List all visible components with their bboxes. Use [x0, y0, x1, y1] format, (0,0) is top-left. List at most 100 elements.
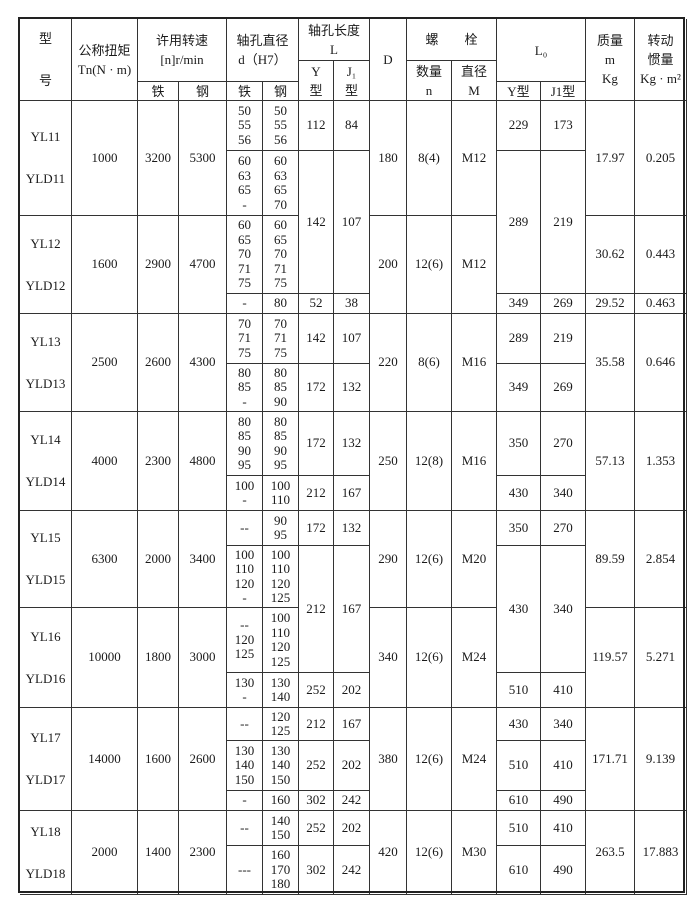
speed-steel: 4800: [179, 412, 227, 511]
length-y: 252: [299, 741, 334, 791]
speed-iron: 3200: [138, 101, 179, 216]
bolt-diameter: M24: [452, 608, 497, 708]
bolt-diameter: M20: [452, 511, 497, 608]
mass: 57.13: [586, 412, 635, 511]
bolt-count: 12(6): [407, 511, 452, 608]
length-j1: 107: [334, 151, 370, 294]
length-j1: 132: [334, 412, 370, 476]
speed-iron: 1400: [138, 811, 179, 895]
bolt-count: 12(6): [407, 811, 452, 895]
d-value: 220: [370, 314, 407, 412]
length-y: 252: [299, 811, 334, 846]
header-torque: 公称扭矩 Tn(N · m): [72, 19, 138, 101]
bore-iron: 80 85 90 95: [227, 412, 263, 476]
length-y: 302: [299, 846, 334, 895]
length-j1: 167: [334, 708, 370, 741]
bolt-count: 8(6): [407, 314, 452, 412]
bore-steel: 100 110 120 125: [263, 546, 299, 608]
header-l0-j1: J1型: [541, 82, 586, 101]
bolt-count: 12(6): [407, 708, 452, 811]
bore-iron: -: [227, 294, 263, 314]
l0-y: 430: [497, 476, 541, 511]
d-value: 200: [370, 216, 407, 314]
bore-iron: --: [227, 511, 263, 546]
inertia: 2.854: [635, 511, 687, 608]
mass: 35.58: [586, 314, 635, 412]
header-bolt-n: 数量 n: [407, 61, 452, 101]
l0-y: 430: [497, 546, 541, 673]
coupling-spec-table: 型 号公称扭矩 Tn(N · m) 许用转速 [n]r/min 铁钢轴孔直径 d（H…: [18, 17, 687, 895]
l0-j1: 340: [541, 546, 586, 673]
bore-iron: 100 -: [227, 476, 263, 511]
d-value: 420: [370, 811, 407, 895]
l0-j1: 269: [541, 364, 586, 412]
length-j1: 84: [334, 101, 370, 151]
length-y: 52: [299, 294, 334, 314]
bore-steel: 100 110: [263, 476, 299, 511]
nominal-torque: 2500: [72, 314, 138, 412]
model-name: YL15 YLD15: [20, 511, 72, 608]
bore-iron: 60 63 65 -: [227, 151, 263, 216]
model-name: YL18 YLD18: [20, 811, 72, 895]
bolt-count: 12(6): [407, 216, 452, 314]
bore-iron: --: [227, 708, 263, 741]
speed-steel: 3000: [179, 608, 227, 708]
length-j1: 38: [334, 294, 370, 314]
speed-steel: 2300: [179, 811, 227, 895]
l0-y: 510: [497, 811, 541, 846]
inertia: 9.139: [635, 708, 687, 811]
l0-j1: 410: [541, 673, 586, 708]
length-y: 302: [299, 791, 334, 811]
length-y: 142: [299, 151, 334, 294]
l0-y: 510: [497, 741, 541, 791]
speed-iron: 2000: [138, 511, 179, 608]
length-j1: 132: [334, 511, 370, 546]
speed-steel: 3400: [179, 511, 227, 608]
length-y: 172: [299, 511, 334, 546]
bolt-count: 12(6): [407, 608, 452, 708]
length-j1: 242: [334, 791, 370, 811]
model-name: YL13 YLD13: [20, 314, 72, 412]
inertia: 1.353: [635, 412, 687, 511]
nominal-torque: 4000: [72, 412, 138, 511]
length-j1: 107: [334, 314, 370, 364]
mass: 29.52: [586, 294, 635, 314]
bore-steel: 80 85 90 95: [263, 412, 299, 476]
length-j1: 202: [334, 811, 370, 846]
speed-steel: 4700: [179, 216, 227, 314]
mass: 263.5: [586, 811, 635, 895]
length-j1: 202: [334, 741, 370, 791]
d-value: 340: [370, 608, 407, 708]
l0-y: 349: [497, 364, 541, 412]
l0-j1: 340: [541, 708, 586, 741]
bolt-diameter: M12: [452, 101, 497, 216]
speed-iron: 1800: [138, 608, 179, 708]
bolt-diameter: M16: [452, 412, 497, 511]
l0-j1: 270: [541, 412, 586, 476]
l0-j1: 340: [541, 476, 586, 511]
bore-iron: 130 -: [227, 673, 263, 708]
header-length: 轴孔长度 L: [299, 19, 370, 61]
bolt-diameter: M16: [452, 314, 497, 412]
mass: 171.71: [586, 708, 635, 811]
bore-steel: 70 71 75: [263, 314, 299, 364]
header-speed-iron: 铁: [138, 82, 179, 101]
header-model: 型 号: [20, 19, 72, 101]
model-name: YL11 YLD11: [20, 101, 72, 216]
speed-iron: 2900: [138, 216, 179, 314]
l0-y: 289: [497, 314, 541, 364]
l0-j1: 219: [541, 314, 586, 364]
l0-j1: 173: [541, 101, 586, 151]
nominal-torque: 14000: [72, 708, 138, 811]
l0-y: 350: [497, 412, 541, 476]
speed-steel: 2600: [179, 708, 227, 811]
header-mass: 质量 m Kg: [586, 19, 635, 101]
bore-iron: 60 65 70 71 75: [227, 216, 263, 294]
header-speed-steel: 钢: [179, 82, 227, 101]
length-j1: 132: [334, 364, 370, 412]
mass: 119.57: [586, 608, 635, 708]
l0-j1: 490: [541, 846, 586, 895]
length-j1: 202: [334, 673, 370, 708]
bore-iron: -- 120 125: [227, 608, 263, 673]
bore-steel: 140 150: [263, 811, 299, 846]
